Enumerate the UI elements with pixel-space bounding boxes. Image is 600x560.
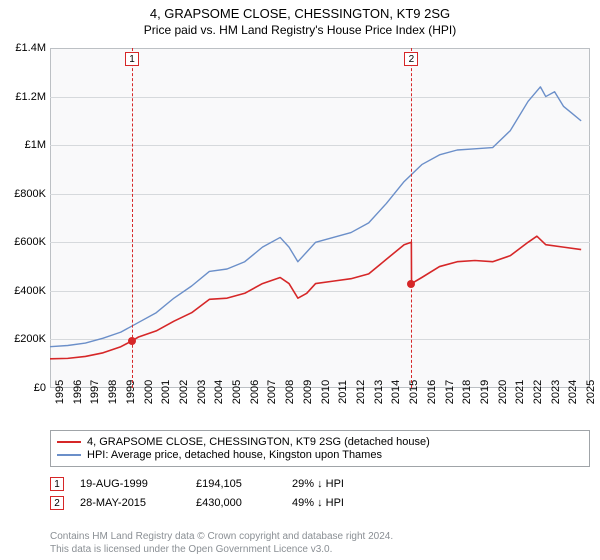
legend-row-1: 4, GRAPSOME CLOSE, CHESSINGTON, KT9 2SG … — [57, 436, 583, 448]
footer-attribution: Contains HM Land Registry data © Crown c… — [50, 531, 393, 556]
legend-row-2: HPI: Average price, detached house, King… — [57, 449, 583, 461]
event-1-date: 19-AUG-1999 — [80, 478, 180, 490]
event-2-delta: 49% ↓ HPI — [292, 497, 382, 509]
title-block: 4, GRAPSOME CLOSE, CHESSINGTON, KT9 2SG … — [0, 0, 600, 37]
chart-title-line1: 4, GRAPSOME CLOSE, CHESSINGTON, KT9 2SG — [0, 6, 600, 21]
event-1-delta: 29% ↓ HPI — [292, 478, 382, 490]
legend-swatch-1 — [57, 441, 81, 443]
event-badge-2: 2 — [50, 496, 64, 510]
event-1-price: £194,105 — [196, 478, 276, 490]
legend-label-2: HPI: Average price, detached house, King… — [87, 449, 382, 461]
event-badge-1-num: 1 — [54, 479, 60, 490]
event-badge-2-num: 2 — [54, 498, 60, 509]
event-badge-1: 1 — [50, 477, 64, 491]
chart-title-line2: Price paid vs. HM Land Registry's House … — [0, 23, 600, 37]
event-2-date: 28-MAY-2015 — [80, 497, 180, 509]
chart-area: £0£200K£400K£600K£800K£1M£1.2M£1.4M 1995… — [50, 48, 590, 388]
event-row-1: 1 19-AUG-1999 £194,105 29% ↓ HPI — [50, 477, 382, 491]
events-table: 1 19-AUG-1999 £194,105 29% ↓ HPI 2 28-MA… — [50, 472, 382, 515]
event-2-price: £430,000 — [196, 497, 276, 509]
legend-box: 4, GRAPSOME CLOSE, CHESSINGTON, KT9 2SG … — [50, 430, 590, 467]
footer-line-1: Contains HM Land Registry data © Crown c… — [50, 531, 393, 544]
footer-line-2: This data is licensed under the Open Gov… — [50, 544, 393, 557]
event-row-2: 2 28-MAY-2015 £430,000 49% ↓ HPI — [50, 496, 382, 510]
legend-swatch-2 — [57, 454, 81, 456]
chart-container: 4, GRAPSOME CLOSE, CHESSINGTON, KT9 2SG … — [0, 0, 600, 560]
legend-label-1: 4, GRAPSOME CLOSE, CHESSINGTON, KT9 2SG … — [87, 436, 430, 448]
